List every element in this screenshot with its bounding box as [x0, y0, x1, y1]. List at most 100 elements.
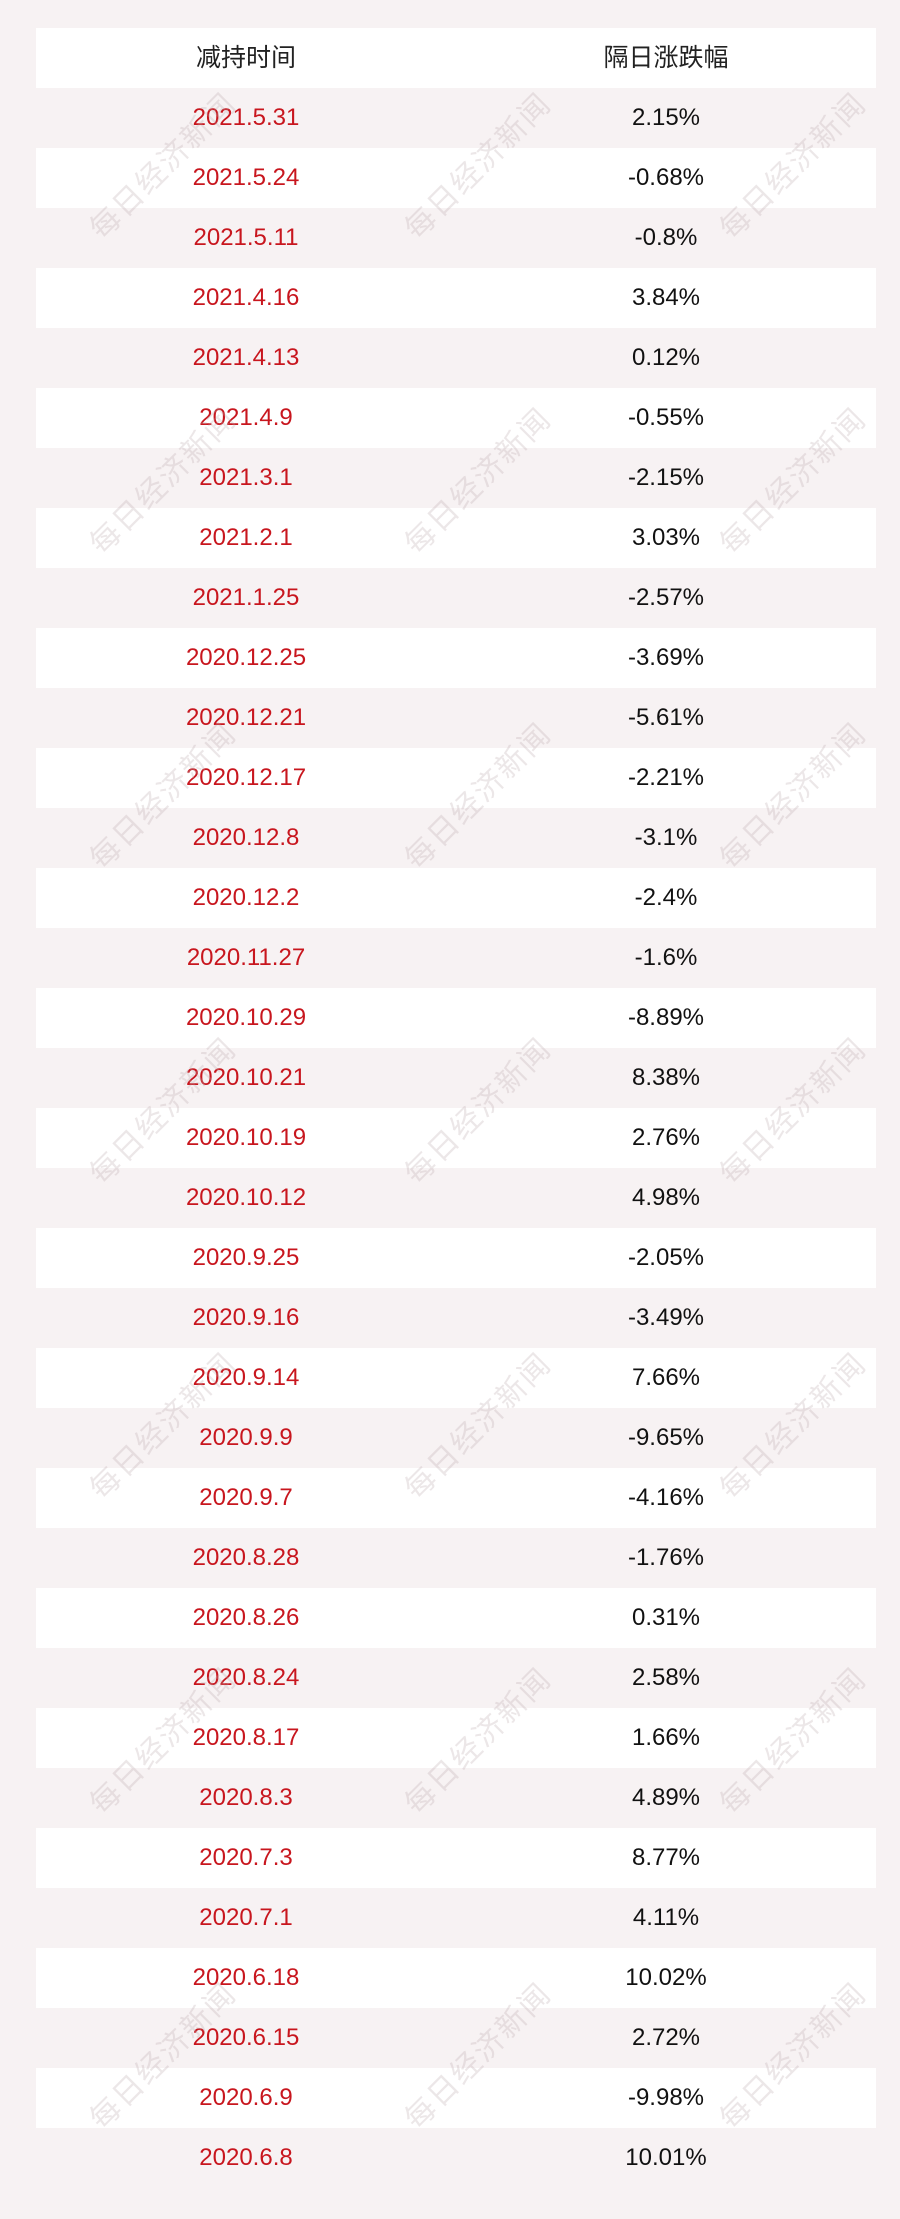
- reduction-date-cell: 2020.10.21: [185, 1064, 307, 1091]
- next-day-change-cell: -0.68%: [627, 164, 705, 191]
- reduction-date-cell: 2020.8.24: [192, 1664, 300, 1691]
- table-body: 2021.5.31 2.15% 2021.5.24 -0.68% 2021.5.11 -0…: [36, 88, 876, 2188]
- next-day-change-cell: -2.4%: [634, 884, 698, 911]
- header-reduction-date: 减持时间: [195, 44, 296, 72]
- next-day-change-cell: 8.77%: [631, 1844, 701, 1871]
- table-row: 2020.9.16 -3.49%: [36, 1288, 876, 1348]
- table-row: 2021.1.25 -2.57%: [36, 568, 876, 628]
- table-header-row: 减持时间 隔日涨跌幅: [36, 28, 876, 88]
- next-day-change-cell: 2.15%: [631, 104, 701, 131]
- next-day-change-cell: -2.05%: [627, 1244, 705, 1271]
- next-day-change-cell: -9.98%: [627, 2084, 705, 2111]
- table-row: 2020.6.15 2.72%: [36, 2008, 876, 2068]
- reduction-date-cell: 2020.9.14: [192, 1364, 300, 1391]
- table-row: 2020.10.21 8.38%: [36, 1048, 876, 1108]
- table-row: 2021.5.24 -0.68%: [36, 148, 876, 208]
- table-row: 2021.4.16 3.84%: [36, 268, 876, 328]
- reduction-date-cell: 2020.8.3: [199, 1784, 293, 1811]
- next-day-change-cell: -4.16%: [627, 1484, 705, 1511]
- next-day-change-cell: 0.12%: [631, 344, 701, 371]
- reduction-date-cell: 2021.5.31: [192, 104, 300, 131]
- table-row: 2020.12.25 -3.69%: [36, 628, 876, 688]
- reduction-date-cell: 2020.6.18: [192, 1964, 300, 1991]
- next-day-change-cell: -2.21%: [627, 764, 705, 791]
- reduction-date-cell: 2020.7.1: [199, 1904, 293, 1931]
- reduction-date-cell: 2020.10.12: [185, 1184, 307, 1211]
- next-day-change-cell: -3.69%: [627, 644, 705, 671]
- next-day-change-cell: -2.15%: [627, 464, 705, 491]
- reduction-date-cell: 2020.9.25: [192, 1244, 300, 1271]
- next-day-change-cell: 10.01%: [625, 2144, 707, 2171]
- next-day-change-cell: -2.57%: [627, 584, 705, 611]
- reduction-date-cell: 2020.9.7: [199, 1484, 293, 1511]
- reduction-date-cell: 2020.11.27: [186, 944, 306, 971]
- table-row: 2020.12.17 -2.21%: [36, 748, 876, 808]
- reduction-date-cell: 2021.5.24: [192, 164, 300, 191]
- table-row: 2020.9.7 -4.16%: [36, 1468, 876, 1528]
- reduction-date-cell: 2020.12.2: [192, 884, 300, 911]
- next-day-change-cell: 4.98%: [631, 1184, 701, 1211]
- table-row: 2020.11.27 -1.6%: [36, 928, 876, 988]
- next-day-change-cell: -9.65%: [627, 1424, 705, 1451]
- table-row: 2020.6.9 -9.98%: [36, 2068, 876, 2128]
- reduction-date-cell: 2020.8.17: [192, 1724, 300, 1751]
- reduction-date-cell: 2020.9.9: [199, 1424, 293, 1451]
- table-row: 2020.8.24 2.58%: [36, 1648, 876, 1708]
- reduction-date-cell: 2020.12.17: [185, 764, 307, 791]
- table-row: 2020.7.3 8.77%: [36, 1828, 876, 1888]
- table-row: 2020.8.28 -1.76%: [36, 1528, 876, 1588]
- reduction-date-cell: 2021.1.25: [192, 584, 300, 611]
- next-day-change-cell: 2.72%: [631, 2024, 701, 2051]
- reduction-date-cell: 2021.4.16: [192, 284, 300, 311]
- table-row: 2021.4.13 0.12%: [36, 328, 876, 388]
- next-day-change-cell: 8.38%: [631, 1064, 701, 1091]
- table-row: 2021.4.9 -0.55%: [36, 388, 876, 448]
- next-day-change-cell: -0.8%: [634, 224, 698, 251]
- reduction-date-cell: 2021.5.11: [193, 224, 299, 251]
- table-row: 2020.8.3 4.89%: [36, 1768, 876, 1828]
- table-row: 2020.10.12 4.98%: [36, 1168, 876, 1228]
- reduction-date-cell: 2021.4.9: [199, 404, 293, 431]
- table-row: 2020.12.21 -5.61%: [36, 688, 876, 748]
- next-day-change-cell: -1.76%: [627, 1544, 705, 1571]
- table-row: 2020.6.18 10.02%: [36, 1948, 876, 2008]
- next-day-change-cell: -3.49%: [627, 1304, 705, 1331]
- reduction-date-cell: 2020.10.29: [185, 1004, 307, 1031]
- reduction-date-cell: 2020.8.26: [192, 1604, 300, 1631]
- reduction-date-cell: 2020.6.15: [192, 2024, 300, 2051]
- next-day-change-cell: 2.58%: [631, 1664, 701, 1691]
- table-row: 2021.3.1 -2.15%: [36, 448, 876, 508]
- next-day-change-cell: -3.1%: [634, 824, 698, 851]
- next-day-change-cell: 0.31%: [631, 1604, 701, 1631]
- table-row: 2020.12.8 -3.1%: [36, 808, 876, 868]
- reduction-date-cell: 2020.12.25: [185, 644, 307, 671]
- table-row: 2020.10.19 2.76%: [36, 1108, 876, 1168]
- next-day-change-cell: 4.11%: [632, 1904, 700, 1931]
- reduction-date-cell: 2020.8.28: [192, 1544, 300, 1571]
- reduction-date-cell: 2021.2.1: [199, 524, 293, 551]
- next-day-change-cell: 3.03%: [631, 524, 701, 551]
- reduction-date-cell: 2020.9.16: [192, 1304, 300, 1331]
- table-row: 2021.5.11 -0.8%: [36, 208, 876, 268]
- reduction-date-cell: 2020.10.19: [185, 1124, 307, 1151]
- table-row: 2020.9.25 -2.05%: [36, 1228, 876, 1288]
- table-row: 2020.8.17 1.66%: [36, 1708, 876, 1768]
- reduction-date-cell: 2020.12.21: [185, 704, 307, 731]
- table-row: 2020.7.1 4.11%: [36, 1888, 876, 1948]
- table-row: 2020.9.14 7.66%: [36, 1348, 876, 1408]
- next-day-change-cell: 7.66%: [631, 1364, 701, 1391]
- table-row: 2020.9.9 -9.65%: [36, 1408, 876, 1468]
- next-day-change-cell: 3.84%: [631, 284, 701, 311]
- next-day-change-cell: 2.76%: [631, 1124, 701, 1151]
- next-day-change-cell: 10.02%: [625, 1964, 707, 1991]
- next-day-change-cell: -0.55%: [627, 404, 705, 431]
- reduction-date-cell: 2020.6.8: [199, 2144, 293, 2171]
- reduction-date-cell: 2021.3.1: [199, 464, 293, 491]
- table-row: 2020.10.29 -8.89%: [36, 988, 876, 1048]
- reduction-date-cell: 2021.4.13: [192, 344, 300, 371]
- header-next-day-change: 隔日涨跌幅: [603, 44, 729, 72]
- table-row: 2020.12.2 -2.4%: [36, 868, 876, 928]
- next-day-change-cell: -1.6%: [634, 944, 698, 971]
- next-day-change-cell: 1.66%: [631, 1724, 701, 1751]
